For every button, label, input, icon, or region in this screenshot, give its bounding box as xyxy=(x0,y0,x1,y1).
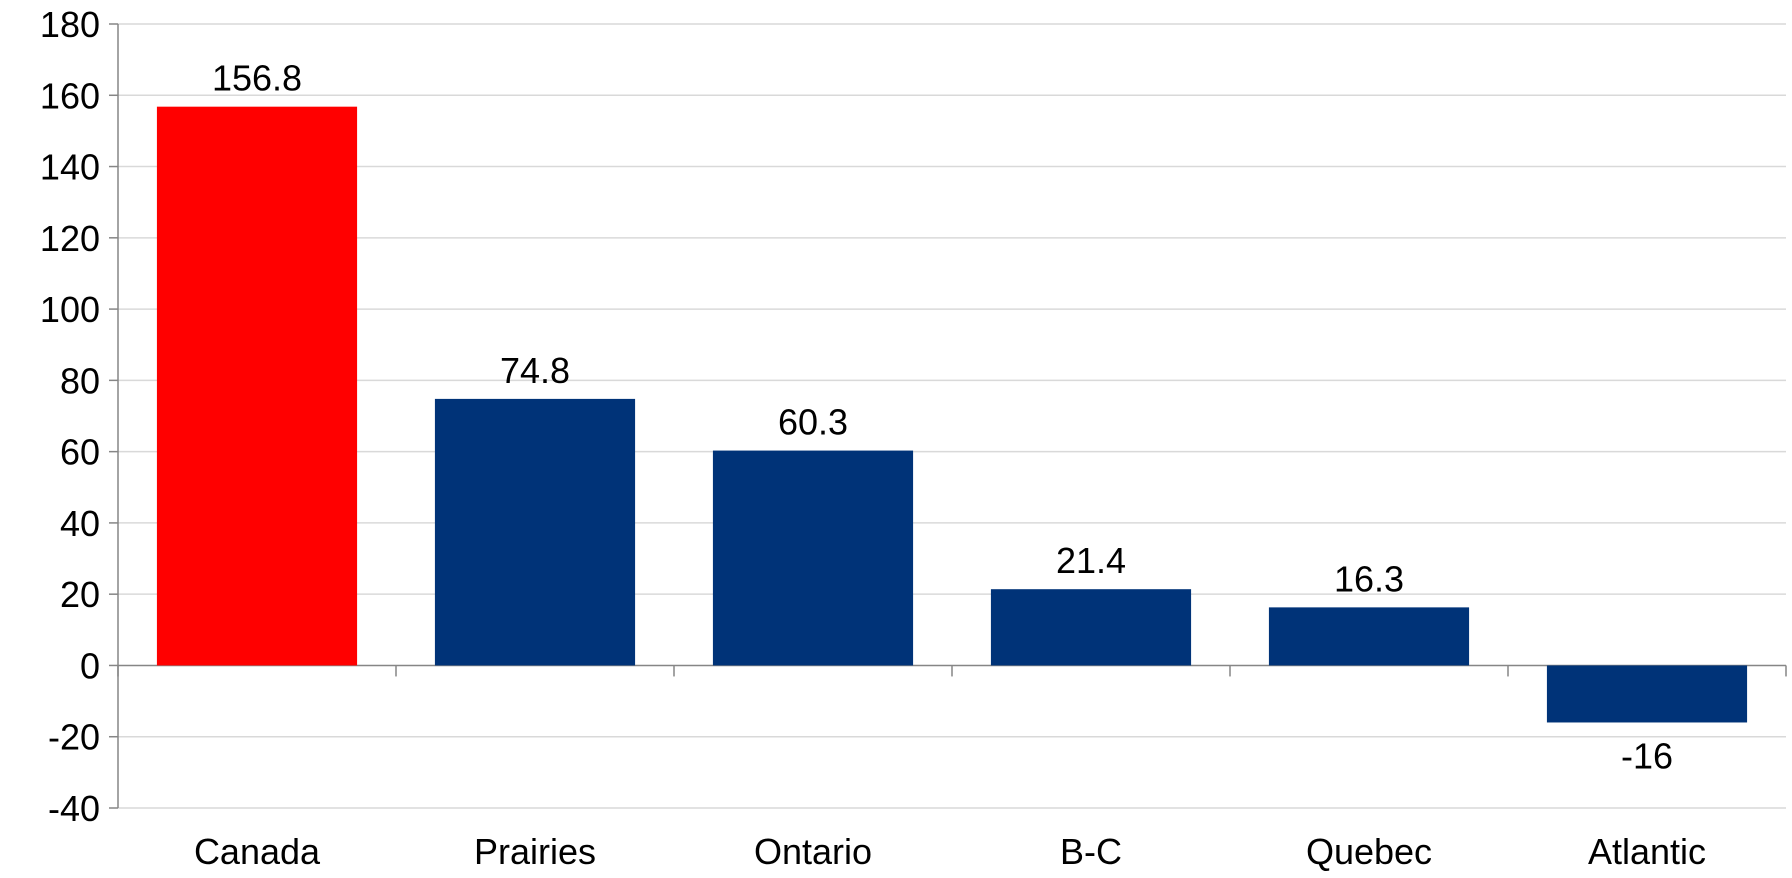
bar-prairies xyxy=(434,398,636,666)
bar-canada xyxy=(156,106,358,666)
y-tick-label: 40 xyxy=(60,503,100,544)
y-tick-label: 180 xyxy=(40,4,100,45)
y-tick-label: -40 xyxy=(48,788,100,829)
y-tick-label: 120 xyxy=(40,218,100,259)
x-tick-label: B-C xyxy=(1060,831,1122,872)
bar-quebec xyxy=(1268,607,1470,666)
x-tick-label: Ontario xyxy=(754,831,872,872)
y-tick-label: 140 xyxy=(40,147,100,188)
y-tick-label: 160 xyxy=(40,75,100,116)
y-tick-label: 80 xyxy=(60,360,100,401)
data-label: 156.8 xyxy=(212,58,302,99)
bar-atlantic xyxy=(1546,665,1748,723)
data-label: 74.8 xyxy=(500,350,570,391)
data-label: 21.4 xyxy=(1056,540,1126,581)
bars xyxy=(156,106,1748,723)
y-tick-label: 0 xyxy=(80,645,100,686)
axes xyxy=(109,23,1787,809)
data-label: 60.3 xyxy=(778,402,848,443)
y-tick-label: 60 xyxy=(60,432,100,473)
data-labels: 156.8 74.8 60.3 21.4 16.3 -16 xyxy=(212,58,1673,777)
x-tick-label: Quebec xyxy=(1306,831,1432,872)
gridlines xyxy=(118,23,1786,809)
x-tick-label: Prairies xyxy=(474,831,596,872)
y-tick-labels: 180 160 140 120 100 80 60 40 20 0 -20 -40 xyxy=(40,4,100,829)
bar-ontario xyxy=(712,450,914,666)
x-tick-label: Atlantic xyxy=(1588,831,1706,872)
bar-b-c xyxy=(990,589,1192,666)
y-tick-label: -20 xyxy=(48,717,100,758)
y-tick-label: 20 xyxy=(60,574,100,615)
data-label: 16.3 xyxy=(1334,558,1404,599)
y-tick-label: 100 xyxy=(40,289,100,330)
x-tick-labels: Canada Prairies Ontario B-C Quebec Atlantic xyxy=(194,831,1706,872)
data-label: -16 xyxy=(1621,735,1673,776)
x-tick-label: Canada xyxy=(194,831,321,872)
